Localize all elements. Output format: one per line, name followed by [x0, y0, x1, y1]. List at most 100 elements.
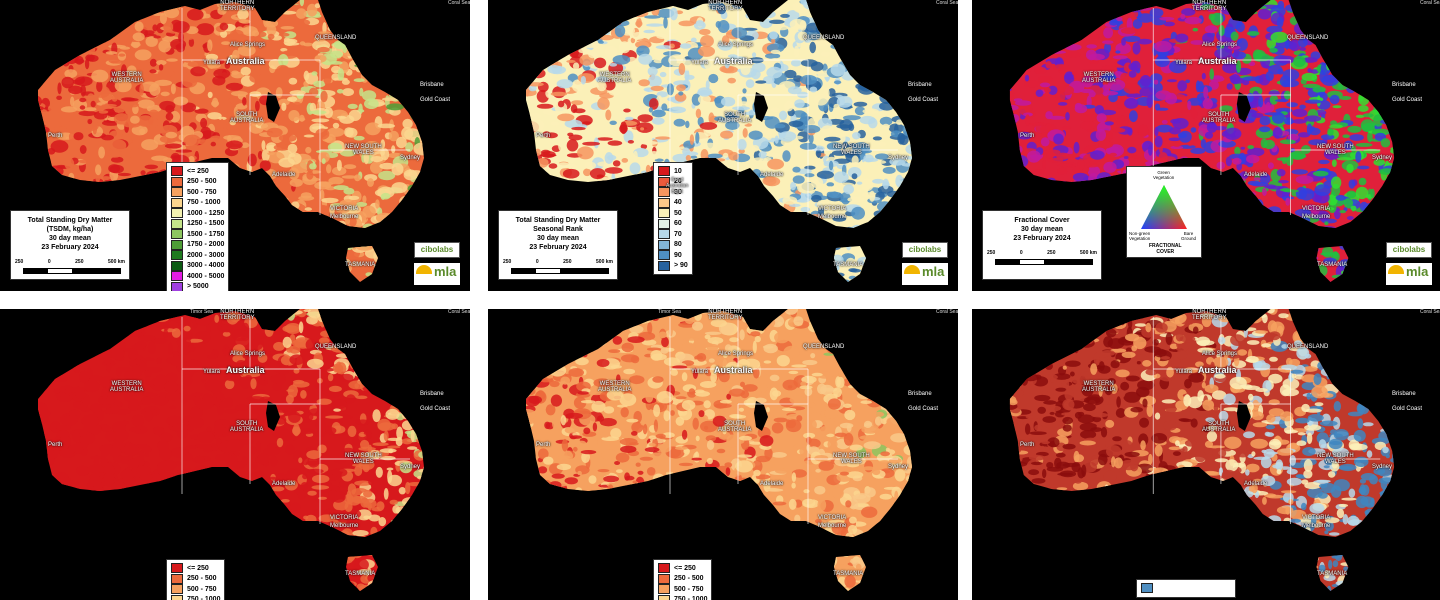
- city-sydney: Sydney: [888, 464, 909, 470]
- city-sydney: Sydney: [1372, 155, 1393, 161]
- label-western-australia: WESTERN AUSTRALIA: [110, 381, 144, 393]
- title-line: Total Standing Dry Matter: [27, 217, 113, 224]
- label-coral-sea: Coral Sea: [1420, 0, 1440, 6]
- city-brisbane: Brisbane: [908, 391, 932, 397]
- title-line: 30 day mean: [536, 235, 580, 242]
- label-new-south-wales: NEW SOUTH WALES: [1317, 453, 1354, 465]
- state-border: [1220, 403, 1381, 460]
- city-melbourne: Melbourne: [330, 523, 359, 529]
- legend-swatch: [171, 229, 183, 240]
- map-panel-4: Australia NORTHERN TERRITORY QUEENSLAND WES…: [0, 309, 470, 600]
- legend-swatch: [171, 187, 183, 198]
- legend-label: 90: [674, 251, 682, 259]
- legend-entry: 10: [658, 166, 688, 177]
- legend-label: 50: [674, 209, 682, 217]
- legend-swatch: [171, 594, 183, 600]
- city-melbourne: Melbourne: [330, 214, 359, 220]
- legend-swatch: [171, 166, 183, 177]
- country-label: Australia: [714, 56, 753, 66]
- label-tasmania: TASMANIA: [345, 262, 376, 268]
- city-sydney: Sydney: [400, 155, 421, 161]
- legend-swatch: [171, 271, 183, 282]
- mla-arc-icon: [416, 265, 432, 274]
- legend-swatch: [171, 563, 183, 574]
- legend-panel-6: [1136, 579, 1236, 598]
- legend-entry: 3000 - 4000: [171, 260, 224, 272]
- city-melbourne: Melbourne: [818, 214, 847, 220]
- city-perth: Perth: [48, 442, 63, 448]
- legend-label: 10: [674, 167, 682, 175]
- label-western-australia: WESTERN AUSTRALIA: [110, 72, 144, 84]
- map-panel-rank: Australia NORTHERN TERRITORY QUEENSLAND WES…: [488, 0, 958, 291]
- mla-logo: mla: [902, 263, 948, 285]
- legend-entry: 30: [658, 187, 688, 198]
- city-perth: Perth: [48, 133, 63, 139]
- legend-entry: 750 - 1000: [171, 197, 224, 209]
- country-label: Australia: [714, 365, 753, 375]
- city-sydney: Sydney: [1372, 464, 1393, 470]
- scale-bar: [995, 259, 1093, 265]
- scale-labels: 250 0 250 500 km: [15, 259, 125, 265]
- town-alice-springs: Alice Springs: [718, 42, 754, 48]
- label-tasmania: TASMANIA: [833, 571, 864, 577]
- legend-label: 750 - 1000: [187, 199, 221, 207]
- legend-entry: 1500 - 1750: [171, 229, 224, 240]
- legend-label: <= 250: [187, 564, 209, 572]
- title-line: 23 February 2024: [41, 244, 99, 251]
- town-yulara: Yulara: [203, 60, 221, 66]
- legend-swatch: [658, 250, 670, 261]
- map-canvas: [38, 309, 424, 591]
- map-panel-6: Australia NORTHERN TERRITORY QUEENSLAND WES…: [972, 309, 1440, 600]
- legend-entry: 250 - 500: [171, 573, 220, 585]
- marker: [1366, 56, 1375, 64]
- country-label: Australia: [1198, 56, 1237, 66]
- city-brisbane: Brisbane: [420, 391, 444, 397]
- tri-label-non-green: Non-green Vegetation: [1129, 231, 1151, 241]
- legend-swatch: [658, 197, 670, 208]
- label-south-australia: SOUTH AUSTRALIA: [230, 112, 264, 124]
- state-border: [738, 403, 898, 460]
- town-yulara: Yulara: [203, 369, 221, 375]
- label-northern-territory: NORTHERN TERRITORY: [220, 0, 255, 12]
- city-adelaide: Adelaide: [272, 172, 296, 178]
- label-tasmania: TASMANIA: [1317, 571, 1348, 577]
- city-adelaide: Adelaide: [1244, 481, 1268, 487]
- label-victoria: VICTORIA: [330, 515, 359, 521]
- label-queensland: QUEENSLAND: [315, 35, 357, 41]
- town-alice-springs: Alice Springs: [230, 351, 266, 357]
- label-coral-sea: Coral Sea: [1420, 309, 1440, 315]
- legend-label: 750 - 1000: [187, 596, 221, 600]
- label-western-australia: WESTERN AUSTRALIA: [598, 72, 632, 84]
- title-line: (TSDM, kg/ha): [46, 226, 94, 233]
- label-south-australia: SOUTH AUSTRALIA: [1202, 112, 1236, 124]
- label-victoria: VICTORIA: [818, 515, 847, 521]
- city-melbourne: Melbourne: [1302, 523, 1331, 529]
- legend-entry: 50: [658, 208, 688, 219]
- city-brisbane: Brisbane: [908, 82, 932, 88]
- legend-entry: 60: [658, 218, 688, 230]
- legend-rank: 10 20 30 40 50 60 70 80 90 > 90: [653, 162, 693, 275]
- town-alice-springs: Alice Springs: [718, 351, 754, 357]
- scale-bar: [23, 268, 121, 274]
- legend-panel-4: <= 250 250 - 500 500 - 750 750 - 1000: [166, 559, 226, 600]
- label-coral-sea: Coral Sea: [448, 309, 470, 315]
- legend-swatch: [658, 573, 670, 584]
- legend-swatch: [658, 260, 670, 271]
- label-new-south-wales: NEW SOUTH WALES: [345, 144, 382, 156]
- country-label: Australia: [226, 56, 265, 66]
- label-coral-sea: Coral Sea: [936, 309, 958, 315]
- town-yulara: Yulara: [691, 60, 709, 66]
- legend-entry: 750 - 1000: [171, 594, 221, 600]
- marker: [884, 365, 892, 373]
- title-line: 23 February 2024: [1013, 235, 1071, 242]
- legend-label: 40: [674, 199, 682, 207]
- legend-entry: 40: [658, 197, 688, 209]
- legend-swatch: [658, 218, 670, 229]
- title-line: Seasonal Rank: [533, 226, 583, 233]
- title-line: Total Standing Dry Matter: [515, 217, 601, 224]
- legend-label: 250 - 500: [187, 575, 217, 583]
- title-line: 23 February 2024: [529, 244, 587, 251]
- label-victoria: VICTORIA: [330, 206, 359, 212]
- city-gold-coast: Gold Coast: [908, 97, 939, 103]
- label-queensland: QUEENSLAND: [803, 35, 845, 41]
